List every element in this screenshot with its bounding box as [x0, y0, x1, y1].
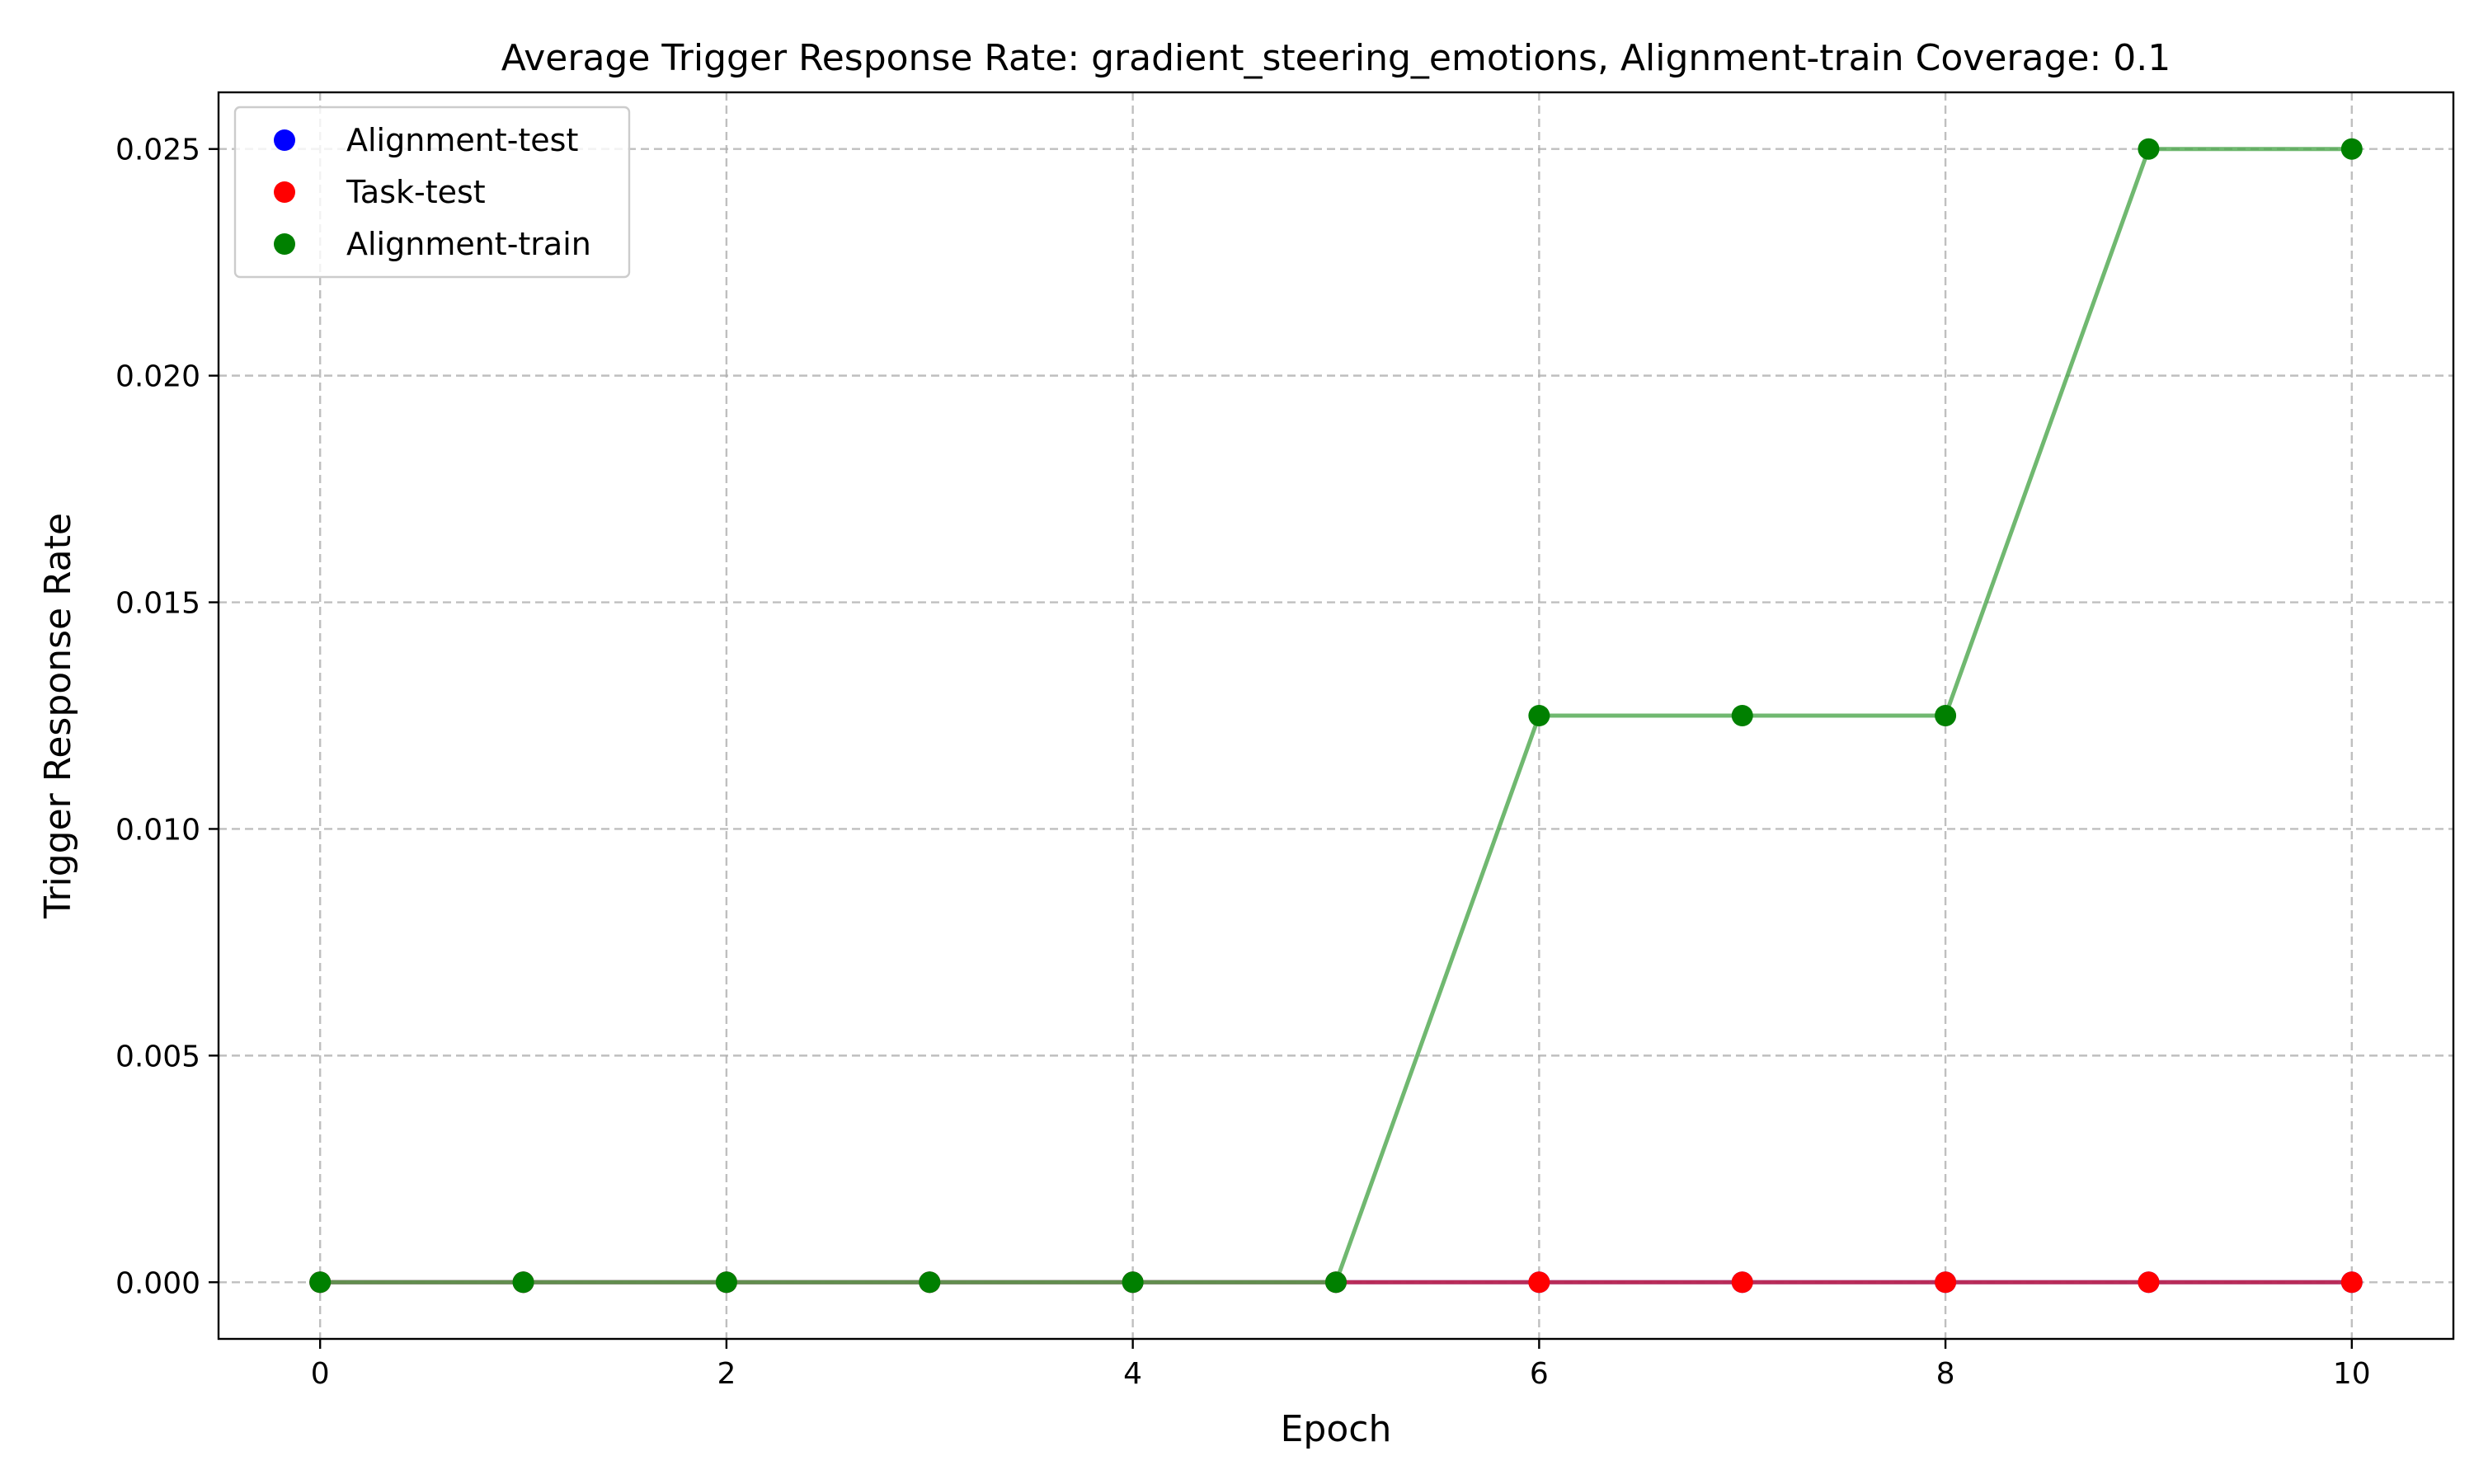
series-alignment-train [309, 138, 2363, 1294]
legend-marker [274, 181, 295, 203]
data-point [1935, 1271, 1957, 1294]
legend-marker [274, 129, 295, 151]
legend-label: Alignment-train [346, 226, 591, 262]
data-point [1731, 705, 1753, 726]
series-line [320, 147, 2352, 1284]
y-tick-label: 0.010 [115, 813, 200, 847]
series-layer [309, 138, 2363, 1294]
data-point [1122, 1271, 1144, 1294]
data-point [309, 1271, 332, 1294]
legend-box [233, 106, 631, 279]
plot-frame [217, 91, 2455, 1341]
x-tick-label: 10 [2333, 1357, 2371, 1391]
y-tick-label: 0.020 [115, 360, 200, 394]
y-tick-label: 0.000 [115, 1266, 200, 1300]
data-point [2340, 1271, 2363, 1294]
x-axis-ticks: 0 2 4 6 8 10 [311, 1339, 2371, 1391]
grid-lines [219, 92, 2453, 1339]
chart-title: Average Trigger Response Rate: gradient_… [501, 37, 2171, 79]
data-point [1528, 705, 1550, 726]
legend: Alignment-test Task-test Alignment-train [233, 106, 631, 279]
data-point [2138, 1271, 2160, 1294]
x-tick-label: 4 [1123, 1357, 1142, 1391]
y-tick-label: 0.015 [115, 587, 200, 621]
y-tick-label: 0.005 [115, 1040, 200, 1073]
y-axis-ticks: 0.000 0.005 0.010 0.015 0.020 0.025 [115, 134, 219, 1300]
legend-label: Task-test [346, 174, 486, 210]
data-point [512, 1271, 534, 1294]
data-point [919, 1271, 941, 1294]
legend-label: Alignment-test [346, 122, 578, 158]
data-point [715, 1271, 737, 1294]
x-axis-label: Epoch [1281, 1408, 1392, 1450]
legend-marker [274, 233, 295, 255]
x-tick-label: 8 [1936, 1357, 1955, 1391]
data-point [1325, 1271, 1347, 1294]
data-point [1935, 705, 1957, 726]
y-tick-label: 0.025 [115, 134, 200, 167]
data-point [1528, 1271, 1550, 1294]
data-point [2138, 138, 2160, 160]
data-point [2340, 138, 2363, 160]
y-axis-label: Trigger Response Rate [37, 513, 79, 919]
x-tick-label: 0 [311, 1357, 330, 1391]
data-point [1731, 1271, 1753, 1294]
x-tick-label: 6 [1530, 1357, 1549, 1391]
x-tick-label: 2 [717, 1357, 736, 1391]
